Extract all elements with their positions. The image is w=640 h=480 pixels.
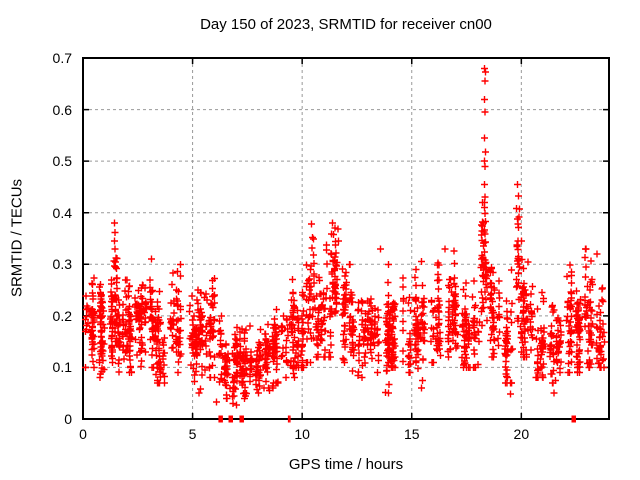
y-tick-label: 0.4 xyxy=(52,204,72,221)
zero-cluster-marker xyxy=(571,415,576,423)
x-axis-label: GPS time / hours xyxy=(288,456,404,473)
x-tick-label: 0 xyxy=(79,426,87,442)
y-tick-label: 0.2 xyxy=(52,307,72,324)
y-tick-label: 0 xyxy=(64,411,72,427)
zero-cluster-marker xyxy=(228,415,233,423)
chart-title: Day 150 of 2023, SRMTID for receiver cn0… xyxy=(200,16,492,33)
zero-cluster-marker xyxy=(239,415,244,423)
scatter-points xyxy=(82,199,608,407)
y-tick-label: 0.5 xyxy=(52,153,72,170)
plot-border xyxy=(82,57,610,420)
y-tick-label: 0.1 xyxy=(52,359,72,376)
y-tick-label: 0.3 xyxy=(52,256,72,273)
y-tick-label: 0.7 xyxy=(52,50,72,66)
outlier-points xyxy=(111,65,601,409)
y-tick-label: 0.6 xyxy=(52,101,72,118)
zero-cluster-marker xyxy=(218,415,223,423)
x-tick-label: 10 xyxy=(294,426,310,442)
x-tick-label: 5 xyxy=(188,426,197,442)
x-tick-label: 20 xyxy=(513,426,530,442)
x-tick-label: 15 xyxy=(403,426,420,442)
